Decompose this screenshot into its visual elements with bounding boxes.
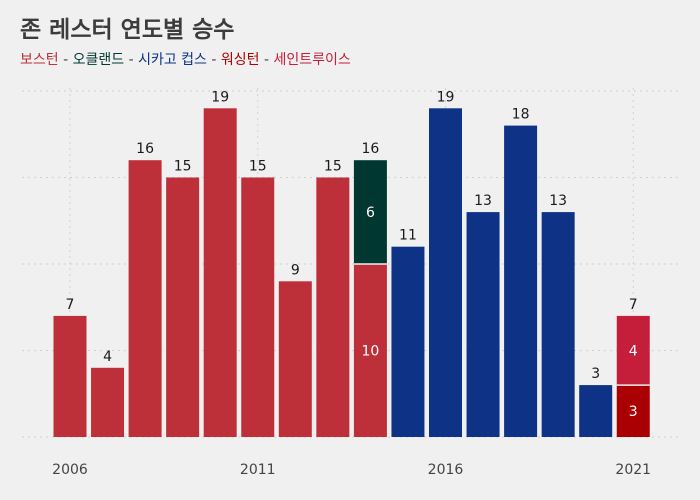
- bar-segment: [429, 108, 462, 438]
- x-tick-label: 2011: [240, 462, 276, 478]
- x-tick-label: 2016: [428, 462, 464, 478]
- x-tick-labels: 2006 2011 2016 2021: [52, 462, 651, 478]
- x-tick-label: 2006: [52, 462, 88, 478]
- data-labels: 7 4 16 15 19 15 9 15 10 6 16 11 19 13 18 13 3 3 4 7: [66, 89, 638, 420]
- legend-separator: -: [58, 52, 73, 68]
- bar-segment: [504, 125, 538, 437]
- total-label: 7: [629, 297, 638, 313]
- total-label: 16: [361, 141, 379, 157]
- legend-entry: 보스턴: [20, 52, 59, 68]
- total-label: 13: [549, 193, 567, 209]
- bar-segment: [391, 246, 425, 437]
- bar-segment: [53, 315, 87, 437]
- legend-separator: -: [206, 52, 221, 68]
- bar-segment: [91, 367, 125, 437]
- legend-separator: -: [259, 52, 274, 68]
- bar-segment: [579, 385, 613, 437]
- segment-label: 3: [629, 404, 638, 420]
- legend-entry: 세인트루이스: [273, 52, 351, 68]
- bar-segment: [203, 108, 237, 438]
- bar-segment: [241, 177, 275, 437]
- legend-entry: 오클랜드: [72, 52, 125, 68]
- bar-segment: [541, 212, 575, 437]
- chart-title: 존 레스터 연도별 승수: [20, 17, 235, 43]
- bars: [53, 108, 650, 438]
- total-label: 7: [66, 297, 75, 313]
- total-label: 15: [174, 159, 192, 175]
- legend-entry: 시카고 컵스: [138, 52, 207, 68]
- total-label: 15: [249, 159, 267, 175]
- x-tick-label: 2021: [615, 462, 651, 478]
- bar-segment: [166, 177, 200, 437]
- segment-label: 4: [629, 344, 638, 360]
- total-label: 13: [474, 193, 492, 209]
- bar-segment: [278, 281, 312, 437]
- total-label: 19: [437, 89, 455, 105]
- bar-segment: [316, 177, 350, 437]
- legend-separator: -: [124, 52, 139, 68]
- total-label: 3: [591, 366, 600, 382]
- bar-segment: [128, 160, 162, 437]
- segment-label: 10: [361, 344, 379, 360]
- bar-segment: [353, 160, 387, 264]
- bar-segment: [616, 385, 650, 437]
- total-label: 18: [512, 107, 530, 123]
- segment-label: 6: [366, 205, 375, 221]
- total-label: 4: [103, 349, 112, 365]
- total-label: 16: [136, 141, 154, 157]
- chart-legend: 보스턴 - 오클랜드 - 시카고 컵스 - 워싱턴 - 세인트루이스: [20, 49, 351, 69]
- bar-segment: [616, 315, 650, 386]
- total-label: 19: [211, 89, 229, 105]
- legend-entry: 워싱턴: [220, 52, 260, 68]
- total-label: 15: [324, 159, 342, 175]
- total-label: 11: [399, 228, 417, 244]
- total-label: 9: [291, 262, 300, 278]
- bar-segment: [466, 212, 500, 437]
- bar-segment: [353, 264, 387, 437]
